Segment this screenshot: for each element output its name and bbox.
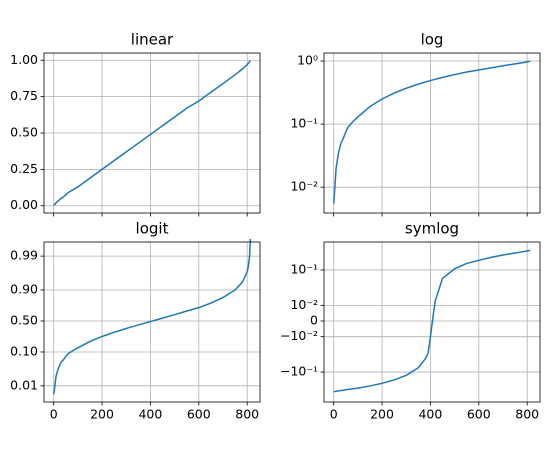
y-tick-label: 0.50 [10,125,38,140]
line [52,238,252,395]
x-tick-label: 0 [50,407,58,422]
x-tick-label: 800 [235,407,259,422]
y-tick-label: 0.90 [10,281,38,296]
y-tick-label: 0.00 [10,197,38,212]
y-tick-label: 10⁻² [290,179,318,194]
x-tick-label: 200 [90,407,114,422]
y-tick-label: 10⁰ [297,53,318,68]
line [53,60,251,206]
y-tick-label: 10⁻¹ [290,261,318,276]
axes-frame [323,52,541,214]
x-tick-label: 600 [187,407,211,422]
y-tick-label: 0.75 [10,88,38,103]
line [333,249,531,393]
y-tick-label: 10⁻¹ [290,116,318,131]
chart-title: symlog [405,220,459,238]
x-tick-label: 0 [330,407,338,422]
x-tick-label: 800 [515,407,539,422]
axes-frame [43,52,261,214]
y-tick-label: 0.99 [10,248,38,263]
chart-title: logit [136,220,169,238]
y-tick-label: 10⁻² [290,297,318,312]
axes-frame [323,241,541,403]
y-tick-label: 0.50 [10,312,38,327]
chart-title: log [421,31,444,49]
x-tick-label: 600 [467,407,491,422]
y-tick-label: 1.00 [10,52,38,67]
axes-frame [43,241,261,403]
x-tick-label: 400 [418,407,442,422]
y-tick-label: 0.25 [10,161,38,176]
y-tick-label: −10⁻² [280,328,318,343]
x-tick-label: 200 [370,407,394,422]
x-tick-label: 400 [138,407,162,422]
y-tick-label: 0 [310,313,318,328]
chart-title: linear [131,31,174,49]
y-tick-label: 0.01 [10,377,38,392]
y-tick-label: −10⁻¹ [280,364,318,379]
y-tick-label: 0.10 [10,343,38,358]
line [332,60,531,204]
